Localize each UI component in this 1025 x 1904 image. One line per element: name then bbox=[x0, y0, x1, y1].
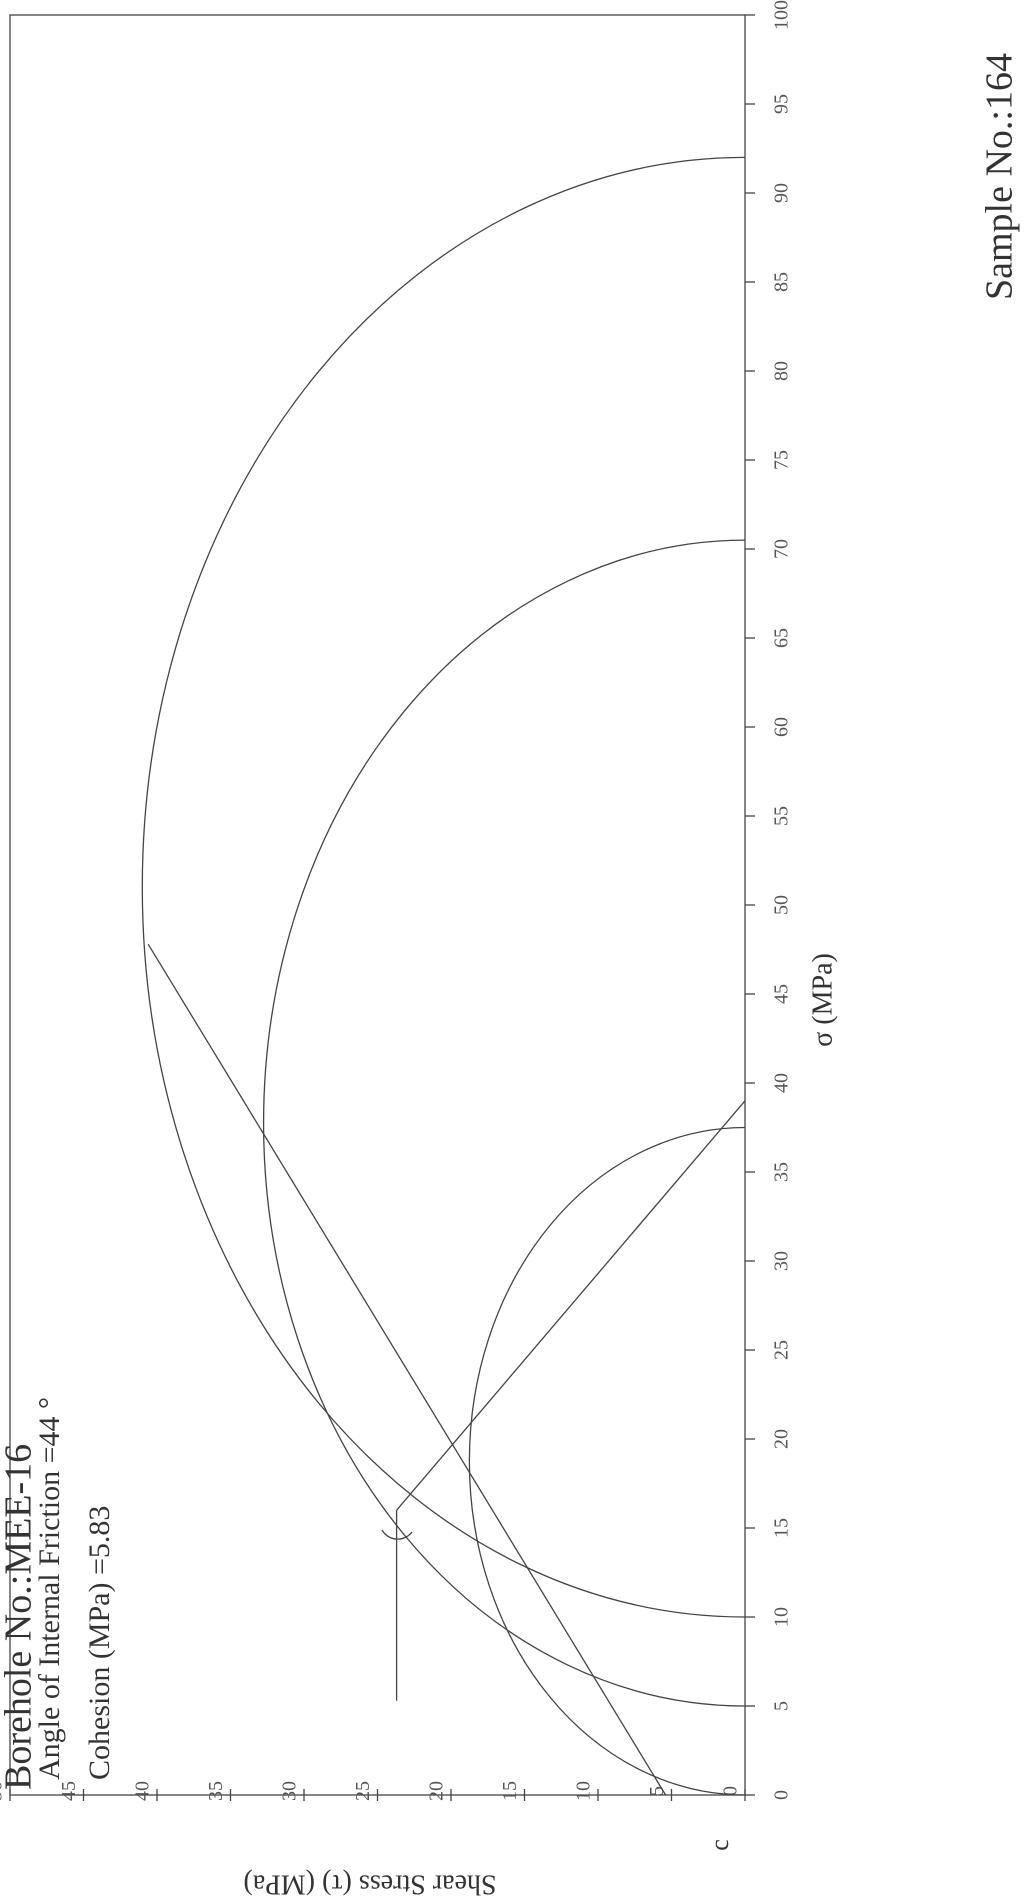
x-tick-label: 10 bbox=[771, 1607, 793, 1627]
x-tick-label: 5 bbox=[771, 1701, 793, 1711]
y-tick-label: 40 bbox=[132, 1781, 154, 1801]
plot-frame bbox=[9, 14, 746, 1796]
annotation: Angle of Internal Friction =44 ° bbox=[33, 1397, 66, 1780]
x-tick-label: 45 bbox=[771, 984, 793, 1004]
x-tick-label: 40 bbox=[771, 1073, 793, 1093]
mohr-circle bbox=[262, 539, 746, 1707]
construction-line bbox=[147, 943, 667, 1796]
x-tick-label: 85 bbox=[771, 272, 793, 292]
x-tick-label: 60 bbox=[771, 717, 793, 737]
x-tick-label: 20 bbox=[771, 1429, 793, 1449]
y-tick-label: 0 bbox=[720, 1786, 742, 1796]
x-tick-label: 30 bbox=[771, 1251, 793, 1271]
y-tick-label: 35 bbox=[205, 1781, 227, 1801]
x-tick-label: 0 bbox=[771, 1790, 793, 1800]
y-tick-label: 10 bbox=[573, 1781, 595, 1801]
y-tick-label: 30 bbox=[279, 1781, 301, 1801]
y-tick-label: 15 bbox=[499, 1781, 521, 1801]
x-tick-label: 75 bbox=[771, 450, 793, 470]
x-tick-label: 35 bbox=[771, 1162, 793, 1182]
cohesion-marker-label: c bbox=[705, 1839, 734, 1851]
mohr-circle bbox=[141, 156, 746, 1618]
y-tick-label: 20 bbox=[426, 1781, 448, 1801]
x-tick-label: 80 bbox=[771, 361, 793, 381]
chart-subtitle: Sample No.:164 bbox=[979, 53, 1021, 300]
x-tick-label: 15 bbox=[771, 1518, 793, 1538]
y-tick-label: 25 bbox=[352, 1781, 374, 1801]
construction-line bbox=[396, 1100, 746, 1511]
annotation: Cohesion (MPa) =5.83 bbox=[83, 1506, 116, 1780]
x-tick-label: 90 bbox=[771, 183, 793, 203]
y-tick-label: 45 bbox=[58, 1781, 80, 1801]
x-tick-label: 70 bbox=[771, 539, 793, 559]
x-tick-label: 55 bbox=[771, 806, 793, 826]
x-tick-label: 95 bbox=[771, 94, 793, 114]
chart-title: Borehole No.:MEE-16 bbox=[0, 1444, 40, 1790]
y-tick-label: 5 bbox=[646, 1786, 668, 1796]
x-tick-label: 50 bbox=[771, 895, 793, 915]
x-tick-label: 65 bbox=[771, 628, 793, 648]
y-tick-label: 50 bbox=[0, 1781, 7, 1801]
mohr-circle bbox=[468, 1126, 746, 1796]
x-tick-label: 100 bbox=[771, 0, 793, 30]
x-axis-label: σ (MPa) bbox=[807, 953, 838, 1047]
x-tick-label: 25 bbox=[771, 1340, 793, 1360]
y-axis-label: Shear Stress (τ) (MPa) bbox=[243, 1869, 496, 1900]
